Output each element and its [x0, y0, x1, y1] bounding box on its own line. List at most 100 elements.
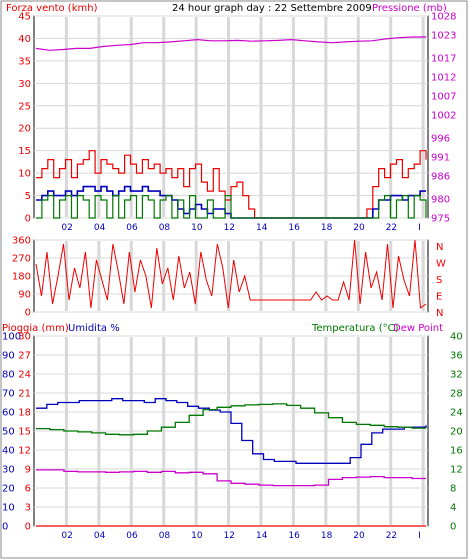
- humidity-tick-label: 50: [2, 427, 15, 438]
- temperature-tick-label: 16: [450, 446, 463, 457]
- pressure-axis-tick-label: 980: [431, 194, 450, 205]
- rain-tick-label: 21: [18, 389, 31, 400]
- x-tick-label: 18: [321, 531, 333, 541]
- rain-tick-label: 6: [25, 484, 31, 495]
- rain-tick-label: 12: [18, 446, 31, 457]
- x-tick-label: 12: [224, 531, 235, 541]
- x-tick-label: 18: [321, 223, 333, 233]
- wind-axis-tick-label: 20: [18, 124, 31, 135]
- temperature-tick-label: 32: [450, 370, 463, 381]
- direction-letter: W: [436, 259, 446, 270]
- wind-axis-tick-label: 40: [18, 34, 31, 45]
- x-tick-label: 16: [288, 223, 300, 233]
- x-tick-label: 04: [94, 223, 106, 233]
- x-tick-label: 14: [256, 531, 268, 541]
- pressure-axis-tick-label: 1017: [431, 53, 456, 64]
- pressure-axis-tick-label: 1028: [431, 12, 456, 23]
- x-tick-label: 06: [126, 223, 138, 233]
- direction-axis-tick-label: 0: [25, 308, 31, 319]
- x-tick-label: 22: [386, 223, 397, 233]
- temperature-tick-label: 24: [450, 408, 463, 419]
- pressure-axis-tick-label: 1002: [431, 111, 456, 122]
- x-tick-label: 12: [224, 223, 235, 233]
- wind-axis-tick-label: 5: [25, 191, 31, 202]
- pressure-axis-tick-label: 996: [431, 133, 450, 144]
- humidity-tick-label: 40: [2, 446, 15, 457]
- dewpoint-axis-title: Dew Point: [393, 323, 443, 334]
- x-tick-label: 06: [126, 531, 138, 541]
- wind-axis-tick-label: 30: [18, 79, 31, 90]
- rain-tick-label: 30: [18, 332, 31, 343]
- humidity-tick-label: 10: [2, 503, 15, 514]
- series-pressure: [35, 36, 426, 51]
- x-tick-label: I: [418, 223, 421, 233]
- temperature-tick-label: 0: [450, 522, 456, 533]
- x-tick-label: 08: [159, 531, 171, 541]
- series-wind-direction: [35, 239, 427, 309]
- humidity-tick-label: 70: [2, 389, 15, 400]
- x-tick-label: I: [418, 531, 421, 541]
- temperature-tick-label: 40: [450, 332, 463, 343]
- pressure-axis-tick-label: 991: [431, 153, 450, 164]
- humidity-tick-label: 90: [2, 351, 15, 362]
- rain-tick-label: 0: [25, 522, 31, 533]
- rain-tick-label: 24: [18, 370, 31, 381]
- wind-axis-tick-label: 35: [18, 56, 31, 67]
- wind-axis-title: Forza vento (kmh): [6, 3, 98, 14]
- x-tick-label: 02: [61, 531, 72, 541]
- temperature-tick-label: 4: [450, 503, 456, 514]
- direction-letter: N: [436, 242, 443, 253]
- x-tick-label: 20: [353, 531, 365, 541]
- temperature-tick-label: 8: [450, 484, 456, 495]
- humidity-tick-label: 100: [2, 332, 21, 343]
- pressure-axis-tick-label: 1012: [431, 72, 456, 83]
- wind-axis-tick-label: 25: [18, 101, 31, 112]
- rain-tick-label: 15: [18, 427, 31, 438]
- x-tick-label: 08: [159, 223, 171, 233]
- pressure-axis-tick-label: 1007: [431, 92, 456, 103]
- x-tick-label: 10: [191, 223, 203, 233]
- wind-axis-tick-label: 0: [25, 214, 31, 225]
- direction-axis-tick-label: 270: [12, 254, 31, 265]
- pressure-axis-tick-label: 975: [431, 214, 450, 225]
- humidity-tick-label: 80: [2, 370, 15, 381]
- graph-title: 24 hour graph day : 22 Settembre 2009: [172, 3, 372, 14]
- series-humidity: [36, 398, 427, 464]
- humidity-tick-label: 60: [2, 408, 15, 419]
- rain-axis-title: Pioggia (mm): [2, 323, 69, 334]
- temperature-tick-label: 36: [450, 351, 463, 362]
- temperature-tick-label: 28: [450, 389, 463, 400]
- direction-axis-tick-label: 90: [18, 290, 31, 301]
- x-tick-label: 02: [61, 223, 72, 233]
- temperature-tick-label: 12: [450, 465, 463, 476]
- direction-letter: E: [436, 292, 442, 303]
- humidity-tick-label: 20: [2, 484, 15, 495]
- humidity-tick-label: 30: [2, 465, 15, 476]
- x-tick-label: 14: [256, 223, 268, 233]
- x-tick-label: 16: [288, 531, 300, 541]
- direction-letter: N: [436, 308, 443, 319]
- direction-axis-tick-label: 360: [12, 236, 31, 247]
- rain-tick-label: 18: [18, 408, 31, 419]
- series-dewpoint: [36, 469, 426, 487]
- wind-axis-tick-label: 15: [18, 146, 31, 157]
- temperature-tick-label: 20: [450, 427, 463, 438]
- x-tick-label: 22: [386, 531, 397, 541]
- rain-tick-label: 9: [25, 465, 31, 476]
- series-wind-direction-low: [36, 195, 427, 219]
- direction-letter: S: [436, 275, 442, 286]
- x-tick-label: 04: [94, 531, 106, 541]
- humidity-axis-title: Umidita %: [68, 323, 120, 334]
- pressure-axis-tick-label: 1023: [431, 31, 456, 42]
- temperature-axis-title: Temperatura (°C): [311, 323, 399, 334]
- x-tick-label: 20: [353, 223, 365, 233]
- rain-tick-label: 3: [25, 503, 31, 514]
- wind-axis-tick-label: 45: [18, 12, 31, 23]
- pressure-axis-title: Pressione (mb): [372, 3, 447, 14]
- x-tick-label: 10: [191, 531, 203, 541]
- wind-axis-tick-label: 10: [18, 169, 31, 180]
- series-temperature: [36, 403, 426, 436]
- rain-tick-label: 27: [18, 351, 31, 362]
